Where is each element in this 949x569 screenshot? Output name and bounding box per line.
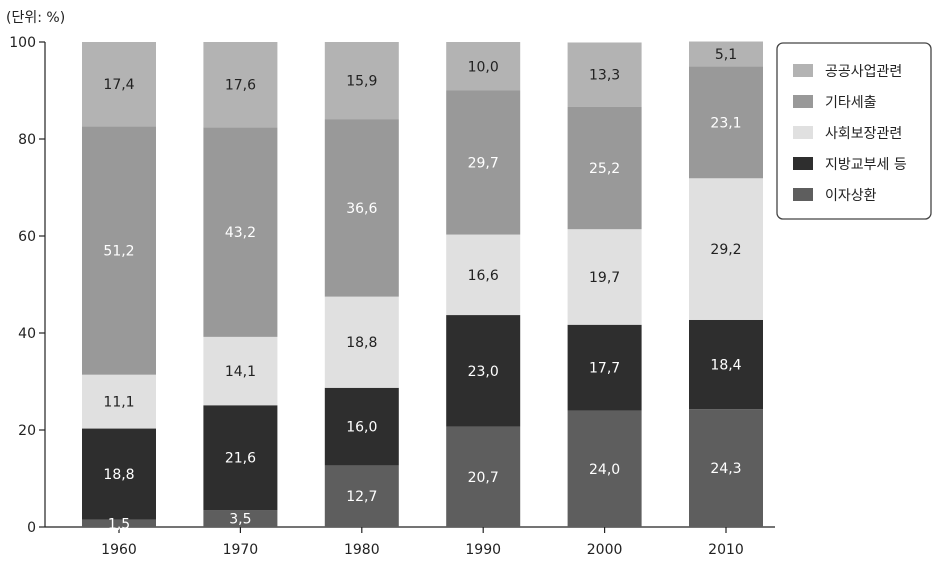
data-label: 20,7 (468, 470, 499, 486)
data-label: 24,0 (589, 462, 620, 478)
legend-label: 기타세출 (825, 95, 877, 111)
data-label: 11,1 (103, 395, 134, 411)
data-label: 18,8 (346, 335, 377, 351)
unit-label: (단위: %) (6, 10, 65, 26)
x-axis: 1960 1970 1980 1990 2000 2010 (45, 527, 775, 558)
data-label: 19,7 (589, 270, 620, 286)
legend-label: 공공사업관련 (825, 64, 902, 80)
x-tick-label: 1970 (223, 542, 259, 558)
legend-label: 사회보장관련 (825, 126, 902, 142)
data-label: 16,0 (346, 420, 377, 436)
y-tick-label: 0 (27, 520, 36, 536)
bar-stack-1990: 20,7 23,0 16,6 29,7 10,0 (446, 42, 520, 527)
data-label: 13,3 (589, 68, 620, 84)
data-label: 36,6 (346, 201, 377, 217)
y-axis: 0 20 40 60 80 100 (9, 35, 45, 536)
data-label: 16,6 (468, 268, 499, 284)
data-label: 17,6 (225, 78, 256, 94)
legend-swatch (793, 188, 813, 201)
data-label: 10,0 (468, 59, 499, 75)
bar-stack-1960: 1,5 18,8 11,1 51,2 17,4 (82, 42, 156, 532)
data-label: 29,7 (468, 156, 499, 172)
legend-swatch (793, 126, 813, 139)
y-tick-label: 20 (18, 423, 36, 439)
bar-stack-2000: 24,0 17,7 19,7 25,2 13,3 (568, 42, 642, 527)
data-label: 25,2 (589, 161, 620, 177)
bar-stack-2010: 24,3 18,4 29,2 23,1 5,1 (689, 42, 763, 527)
y-tick-label: 80 (18, 132, 36, 148)
bar-stack-1970: 3,5 21,6 14,1 43,2 17,6 (203, 42, 277, 528)
y-tick-label: 60 (18, 229, 36, 245)
data-label: 18,8 (103, 467, 134, 483)
legend-label: 이자상환 (825, 188, 877, 204)
data-label: 17,7 (589, 361, 620, 377)
data-label: 1,5 (108, 516, 130, 532)
bars: 1,5 18,8 11,1 51,2 17,4 3,5 21,6 14,1 43,2 17,6 12… (82, 42, 763, 533)
data-label: 23,0 (468, 364, 499, 380)
legend-swatch (793, 157, 813, 170)
data-label: 3,5 (229, 512, 251, 528)
y-tick-label: 40 (18, 326, 36, 342)
legend-swatch (793, 95, 813, 108)
data-label: 29,2 (710, 242, 741, 258)
data-label: 14,1 (225, 364, 256, 380)
x-tick-label: 1990 (465, 542, 501, 558)
x-tick-label: 1960 (101, 542, 137, 558)
data-label: 15,9 (346, 74, 377, 90)
data-label: 24,3 (710, 461, 741, 477)
data-label: 18,4 (710, 358, 741, 374)
data-label: 17,4 (103, 77, 134, 93)
y-tick-label: 100 (9, 35, 36, 51)
legend-swatch (793, 64, 813, 77)
bar-stack-1980: 12,7 16,0 18,8 36,6 15,9 (325, 42, 399, 527)
legend-label: 지방교부세 등 (825, 157, 907, 173)
data-label: 12,7 (346, 489, 377, 505)
x-tick-label: 1980 (344, 542, 380, 558)
data-label: 21,6 (225, 451, 256, 467)
data-label: 5,1 (715, 47, 737, 63)
data-label: 51,2 (103, 244, 134, 260)
data-label: 43,2 (225, 225, 256, 241)
data-label: 23,1 (710, 115, 741, 131)
x-tick-label: 2010 (708, 542, 744, 558)
x-tick-label: 2000 (587, 542, 623, 558)
